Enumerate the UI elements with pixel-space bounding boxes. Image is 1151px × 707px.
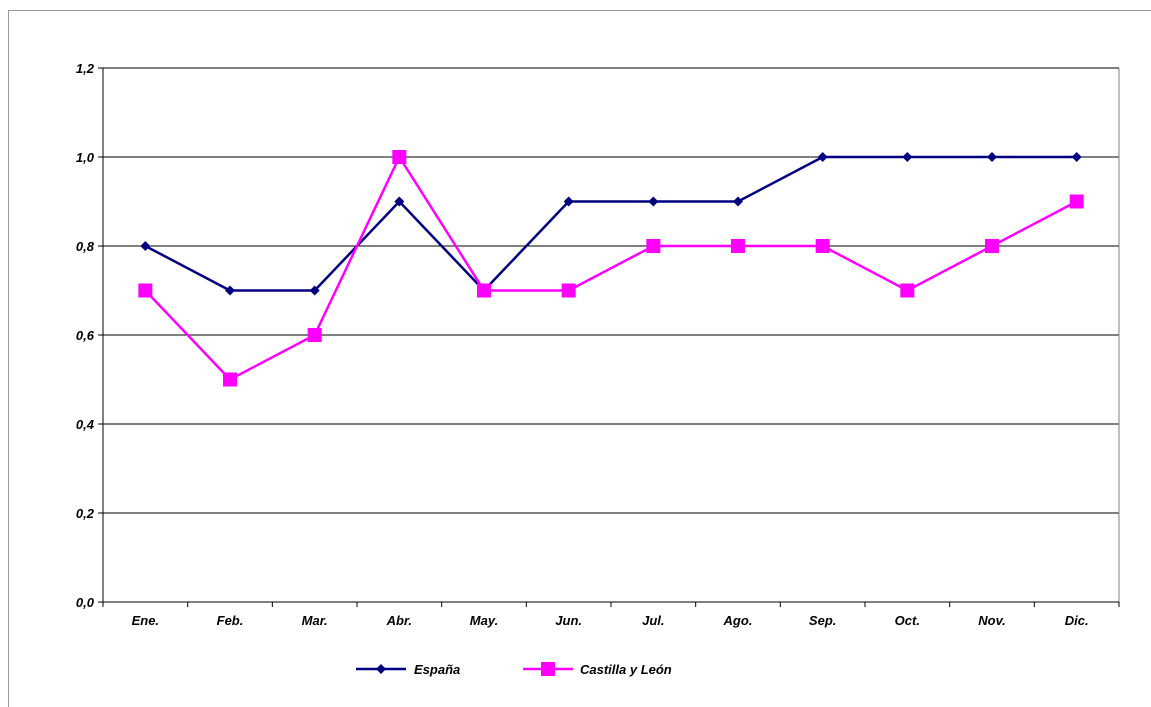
y-tick-label: 1,2 bbox=[76, 61, 95, 76]
data-point bbox=[731, 239, 745, 253]
x-tick-label: Mar. bbox=[302, 613, 328, 628]
series-line bbox=[144, 155, 1078, 381]
data-point bbox=[138, 283, 153, 298]
data-point bbox=[733, 196, 743, 207]
data-point bbox=[225, 285, 235, 296]
y-tick-label: 0,2 bbox=[76, 506, 95, 521]
data-point bbox=[561, 283, 576, 298]
data-point bbox=[646, 239, 661, 253]
data-point bbox=[900, 283, 915, 298]
data-point bbox=[394, 196, 405, 207]
legend: España Castilla y León bbox=[356, 662, 672, 677]
x-tick-label: Dic. bbox=[1065, 613, 1089, 628]
y-tick-label: 1,0 bbox=[76, 150, 95, 165]
y-tick-label: 0,4 bbox=[76, 417, 95, 432]
data-point bbox=[307, 328, 322, 342]
data-point bbox=[563, 196, 574, 207]
y-tick-label: 0,8 bbox=[76, 239, 95, 254]
legend-label: Castilla y León bbox=[580, 662, 672, 677]
legend-marker bbox=[541, 662, 555, 676]
data-point bbox=[223, 372, 237, 387]
series-line bbox=[144, 155, 1077, 292]
data-point bbox=[140, 241, 151, 251]
legend-item-1: Castilla y León bbox=[523, 662, 672, 677]
x-tick-label: Ago. bbox=[723, 613, 753, 628]
data-point bbox=[985, 239, 999, 253]
series-lines bbox=[138, 150, 1084, 387]
data-point bbox=[902, 152, 913, 162]
x-tick-label: Nov. bbox=[978, 613, 1005, 628]
data-point bbox=[392, 150, 407, 164]
x-tick-label: Jul. bbox=[642, 613, 664, 628]
data-point bbox=[817, 152, 828, 162]
data-point bbox=[987, 152, 997, 162]
legend-item-0: España bbox=[356, 662, 460, 677]
data-point bbox=[309, 285, 320, 296]
legend-marker bbox=[376, 664, 386, 674]
x-tick-label: Feb. bbox=[217, 613, 244, 628]
chart-frame bbox=[8, 10, 1151, 707]
y-tick-label: 0,0 bbox=[76, 595, 95, 610]
y-tick-label: 0,6 bbox=[76, 328, 95, 343]
axes: 0,0 0,2 0,4 0,6 0,8 1,0 1,2 Ene. Feb. Mar. Abr. May… bbox=[76, 61, 1120, 628]
x-tick-label: Jun. bbox=[555, 613, 582, 628]
x-tick-label: Sep. bbox=[809, 613, 836, 628]
x-tick-label: Ene. bbox=[132, 613, 159, 628]
x-tick-label: May. bbox=[470, 613, 498, 628]
legend-label: España bbox=[414, 662, 460, 677]
data-point bbox=[1069, 194, 1084, 209]
data-point bbox=[648, 196, 659, 207]
data-point bbox=[477, 283, 491, 298]
x-tick-label: Abr. bbox=[386, 613, 412, 628]
data-point bbox=[1071, 152, 1082, 162]
x-tick-label: Oct. bbox=[895, 613, 920, 628]
data-point bbox=[815, 239, 830, 253]
series-1 bbox=[138, 150, 1084, 387]
